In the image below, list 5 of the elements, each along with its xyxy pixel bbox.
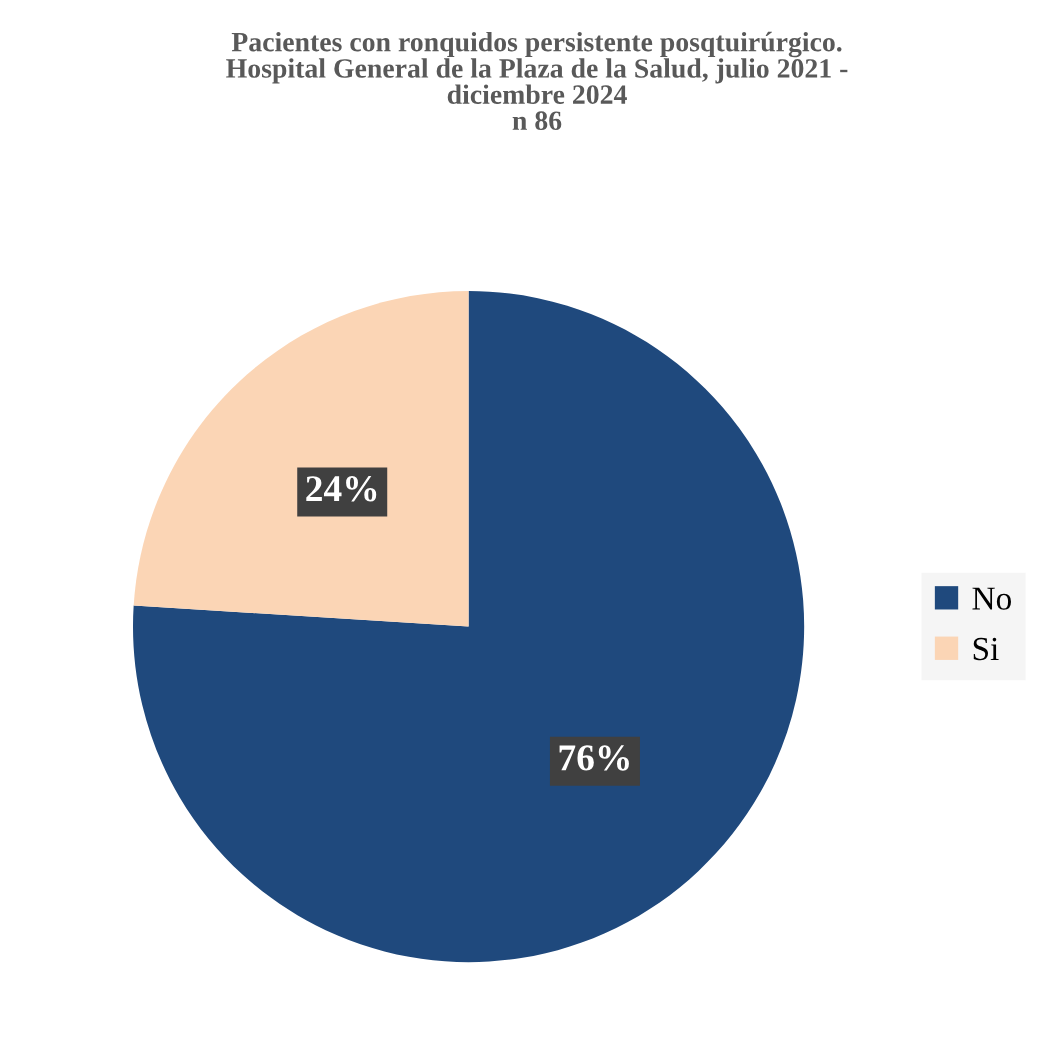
- legend-label: No: [972, 587, 1011, 610]
- legend-label: Si: [973, 637, 999, 661]
- data-label: 24%: [306, 476, 377, 502]
- chart-title: Pacientes con ronquidos persistente posqtuirúrgico. Hospital General de la Plaza de la Salud, julio 2021 - diciembre 2024 n 86: [226, 31, 848, 131]
- data-label: 76%: [559, 745, 629, 771]
